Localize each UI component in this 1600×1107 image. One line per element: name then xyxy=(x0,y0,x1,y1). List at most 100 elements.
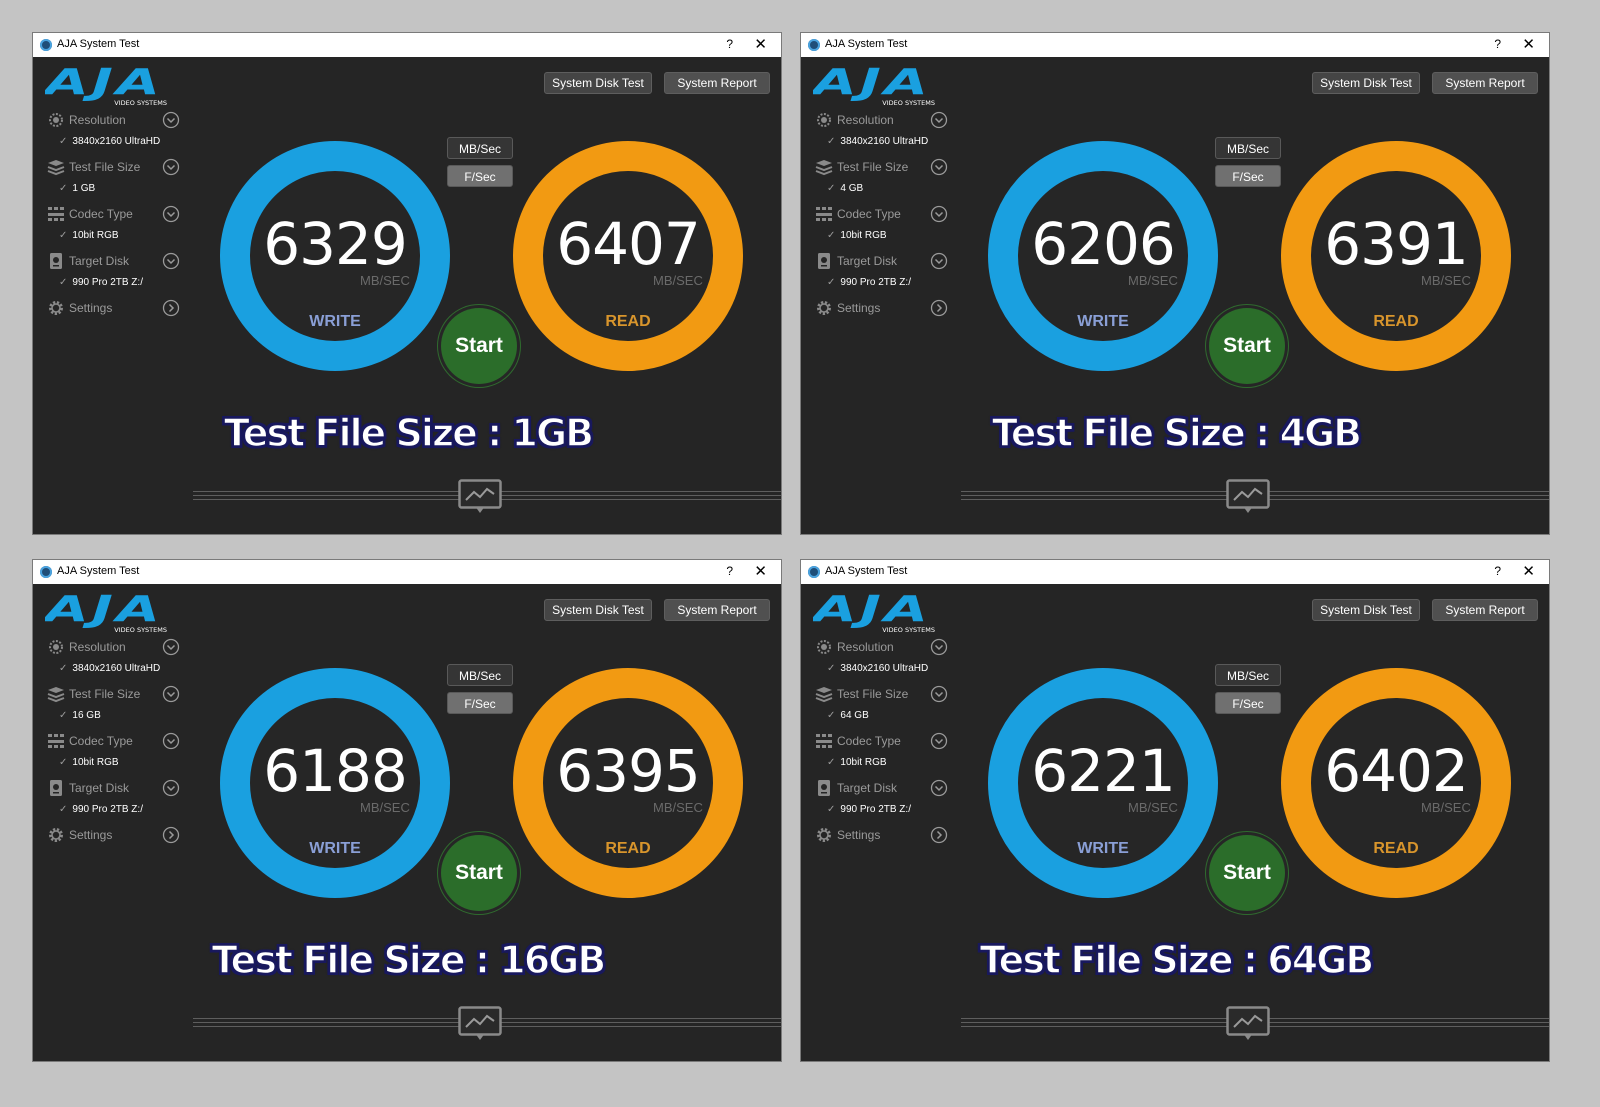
close-icon[interactable]: ✕ xyxy=(754,563,767,580)
chevron-down-icon[interactable] xyxy=(930,252,948,270)
menu-codec-type[interactable]: Codec Type xyxy=(47,204,183,224)
menu-resolution[interactable]: Resolution xyxy=(815,110,951,130)
menu-target-disk[interactable]: Target Disk xyxy=(815,778,951,798)
menu-settings[interactable]: Settings xyxy=(47,825,183,845)
system-disk-test-button[interactable]: System Disk Test xyxy=(1312,599,1420,621)
unit-mb-per-sec-button[interactable]: MB/Sec xyxy=(447,137,513,159)
start-button[interactable]: Start xyxy=(441,308,517,384)
aja-app-icon xyxy=(40,566,52,578)
help-icon[interactable]: ? xyxy=(1494,37,1501,51)
menu-resolution[interactable]: Resolution xyxy=(815,637,951,657)
menu-test-file-size[interactable]: Test File Size xyxy=(47,684,183,704)
close-icon[interactable]: ✕ xyxy=(1522,36,1535,53)
unit-mb-per-sec-button[interactable]: MB/Sec xyxy=(1215,137,1281,159)
read-label: READ xyxy=(1373,313,1419,330)
unit-frames-per-sec-button[interactable]: F/Sec xyxy=(447,692,513,714)
write-speed-value: 6188 xyxy=(263,737,408,805)
start-button[interactable]: Start xyxy=(1209,835,1285,911)
menu-target-disk[interactable]: Target Disk xyxy=(47,778,183,798)
help-icon[interactable]: ? xyxy=(726,37,733,51)
unit-mb-per-sec-button[interactable]: MB/Sec xyxy=(447,664,513,686)
menu-codec-type-label: Codec Type xyxy=(837,734,901,748)
chevron-down-icon[interactable] xyxy=(162,158,180,176)
menu-settings[interactable]: Settings xyxy=(47,298,183,318)
menu-test-file-size[interactable]: Test File Size xyxy=(815,684,951,704)
menu-codec-type[interactable]: Codec Type xyxy=(815,731,951,751)
chevron-right-icon[interactable] xyxy=(162,299,180,317)
graph-toggle-icon[interactable] xyxy=(1226,479,1270,515)
check-icon: ✓ xyxy=(827,277,836,288)
menu-test-file-size-value: ✓ 64 GB xyxy=(827,710,869,721)
help-icon[interactable]: ? xyxy=(726,564,733,578)
menu-resolution[interactable]: Resolution xyxy=(47,637,183,657)
menu-target-disk[interactable]: Target Disk xyxy=(47,251,183,271)
system-disk-test-button[interactable]: System Disk Test xyxy=(1312,72,1420,94)
menu-resolution[interactable]: Resolution xyxy=(47,110,183,130)
menu-test-file-size-value: ✓ 16 GB xyxy=(59,710,101,721)
system-report-button[interactable]: System Report xyxy=(1432,599,1538,621)
start-button[interactable]: Start xyxy=(441,835,517,911)
write-label: WRITE xyxy=(309,840,361,857)
write-label: WRITE xyxy=(309,313,361,330)
system-report-button[interactable]: System Report xyxy=(664,599,770,621)
target-disk-icon xyxy=(50,253,62,269)
aja-logo-subtext: VIDEO SYSTEMS xyxy=(882,626,935,634)
chevron-right-icon[interactable] xyxy=(930,826,948,844)
chevron-down-icon[interactable] xyxy=(930,111,948,129)
unit-frames-per-sec-button[interactable]: F/Sec xyxy=(447,165,513,187)
aja-logo: AJA VIDEO SYSTEMS xyxy=(45,592,167,634)
close-icon[interactable]: ✕ xyxy=(754,36,767,53)
aja-window-1: AJA System Test ? ✕ AJA VIDEO SYSTEMS Sy… xyxy=(32,32,782,535)
menu-resolution-value: ✓ 3840x2160 UltraHD xyxy=(827,136,928,147)
check-icon: ✓ xyxy=(827,183,836,194)
read-gauge: 6395 MB/SEC READ xyxy=(513,668,743,898)
check-icon: ✓ xyxy=(59,136,68,147)
unit-mb-per-sec-button[interactable]: MB/Sec xyxy=(1215,664,1281,686)
menu-test-file-size[interactable]: Test File Size xyxy=(47,157,183,177)
chevron-down-icon[interactable] xyxy=(930,779,948,797)
menu-settings[interactable]: Settings xyxy=(815,825,951,845)
chevron-down-icon[interactable] xyxy=(162,638,180,656)
help-icon[interactable]: ? xyxy=(1494,564,1501,578)
file-size-value-text: 1 GB xyxy=(72,183,96,194)
target-disk-icon xyxy=(50,780,62,796)
graph-toggle-icon[interactable] xyxy=(458,1006,502,1042)
chevron-down-icon[interactable] xyxy=(930,158,948,176)
read-speed-unit: MB/SEC xyxy=(653,800,703,815)
menu-target-disk-value: ✓ 990 Pro 2TB Z:/ xyxy=(827,804,911,815)
graph-toggle-icon[interactable] xyxy=(458,479,502,515)
menu-target-disk[interactable]: Target Disk xyxy=(815,251,951,271)
codec-value-text: 10bit RGB xyxy=(840,230,887,241)
title-bar: AJA System Test ? ✕ xyxy=(33,560,781,584)
chevron-down-icon[interactable] xyxy=(930,685,948,703)
system-report-button[interactable]: System Report xyxy=(1432,72,1538,94)
close-icon[interactable]: ✕ xyxy=(1522,563,1535,580)
menu-codec-type[interactable]: Codec Type xyxy=(815,204,951,224)
start-button[interactable]: Start xyxy=(1209,308,1285,384)
system-disk-test-button[interactable]: System Disk Test xyxy=(544,72,652,94)
chevron-down-icon[interactable] xyxy=(162,685,180,703)
chevron-down-icon[interactable] xyxy=(162,205,180,223)
unit-frames-per-sec-button[interactable]: F/Sec xyxy=(1215,692,1281,714)
chevron-down-icon[interactable] xyxy=(930,205,948,223)
gear-icon xyxy=(49,301,63,315)
menu-test-file-size[interactable]: Test File Size xyxy=(815,157,951,177)
chevron-down-icon[interactable] xyxy=(162,111,180,129)
codec-grid-icon xyxy=(816,734,832,748)
menu-settings[interactable]: Settings xyxy=(815,298,951,318)
chevron-right-icon[interactable] xyxy=(162,826,180,844)
chevron-down-icon[interactable] xyxy=(162,732,180,750)
write-speed-unit: MB/SEC xyxy=(1128,800,1178,815)
aja-logo-text: AJA xyxy=(45,592,163,630)
chevron-down-icon[interactable] xyxy=(162,779,180,797)
system-disk-test-button[interactable]: System Disk Test xyxy=(544,599,652,621)
graph-toggle-icon[interactable] xyxy=(1226,1006,1270,1042)
chevron-right-icon[interactable] xyxy=(930,299,948,317)
system-report-button[interactable]: System Report xyxy=(664,72,770,94)
chevron-down-icon[interactable] xyxy=(930,732,948,750)
menu-codec-type[interactable]: Codec Type xyxy=(47,731,183,751)
unit-frames-per-sec-button[interactable]: F/Sec xyxy=(1215,165,1281,187)
chevron-down-icon[interactable] xyxy=(162,252,180,270)
menu-target-disk-value: ✓ 990 Pro 2TB Z:/ xyxy=(59,804,143,815)
chevron-down-icon[interactable] xyxy=(930,638,948,656)
